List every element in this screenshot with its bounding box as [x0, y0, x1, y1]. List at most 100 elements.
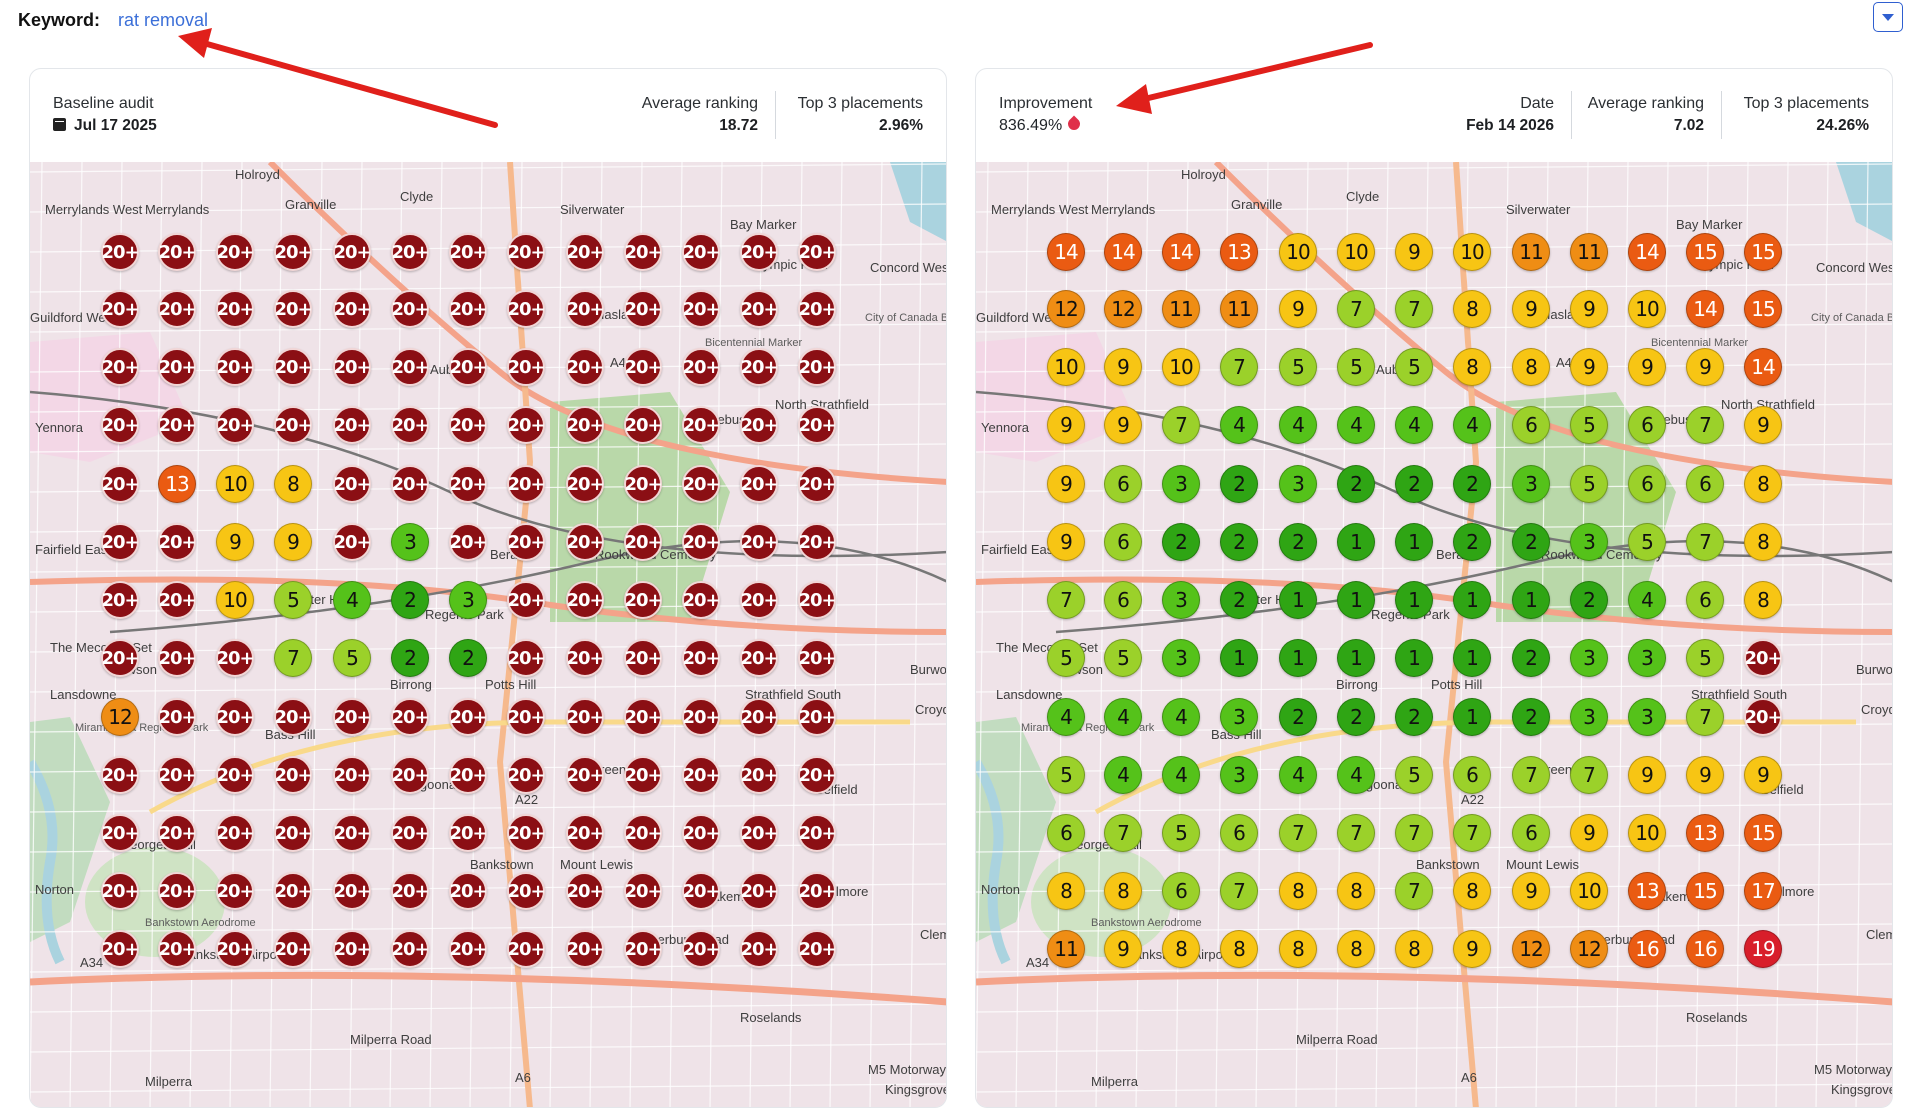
rank-pin[interactable]: 20+: [507, 872, 546, 910]
rank-pin[interactable]: 20+: [682, 872, 721, 910]
rank-pin[interactable]: 6: [1628, 406, 1666, 444]
rank-pin[interactable]: 20+: [391, 814, 430, 852]
rank-pin[interactable]: 20+: [682, 348, 721, 386]
rank-pin[interactable]: 2: [391, 581, 429, 619]
rank-pin[interactable]: 20+: [101, 348, 140, 386]
rank-pin[interactable]: 2: [1453, 465, 1491, 503]
rank-pin[interactable]: 20+: [682, 756, 721, 794]
rank-pin[interactable]: 20+: [449, 756, 488, 794]
rank-pin[interactable]: 7: [1337, 290, 1375, 328]
rank-pin[interactable]: 7: [1570, 756, 1608, 794]
rank-pin[interactable]: 20+: [507, 290, 546, 328]
rank-pin[interactable]: 5: [1570, 465, 1608, 503]
rank-pin[interactable]: 4: [333, 581, 371, 619]
rank-pin[interactable]: 20+: [391, 698, 430, 736]
rank-pin[interactable]: 20+: [274, 756, 313, 794]
rank-pin[interactable]: 20+: [101, 814, 140, 852]
rank-pin[interactable]: 20+: [740, 698, 779, 736]
rank-pin[interactable]: 20+: [216, 698, 255, 736]
rank-pin[interactable]: 1: [1512, 581, 1550, 619]
rank-pin[interactable]: 1: [1395, 639, 1433, 677]
rank-pin[interactable]: 2: [1395, 698, 1433, 736]
rank-pin[interactable]: 4: [1279, 756, 1317, 794]
rank-pin[interactable]: 1: [1395, 523, 1433, 561]
rank-pin[interactable]: 20+: [624, 930, 663, 968]
rank-pin[interactable]: 20+: [566, 698, 605, 736]
rank-pin[interactable]: 2: [1220, 465, 1258, 503]
rank-pin[interactable]: 9: [1047, 523, 1085, 561]
rank-pin[interactable]: 4: [1337, 756, 1375, 794]
rank-pin[interactable]: 20+: [216, 814, 255, 852]
rank-pin[interactable]: 20+: [507, 639, 546, 677]
rank-pin[interactable]: 1: [1395, 581, 1433, 619]
rank-pin[interactable]: 20+: [158, 639, 197, 677]
rank-pin[interactable]: 20+: [158, 698, 197, 736]
rank-pin[interactable]: 7: [1220, 872, 1258, 910]
rank-pin[interactable]: 4: [1162, 698, 1200, 736]
rank-pin[interactable]: 20+: [449, 698, 488, 736]
rank-pin[interactable]: 10: [1628, 290, 1666, 328]
rank-pin[interactable]: 20+: [507, 814, 546, 852]
rank-pin[interactable]: 7: [1047, 581, 1085, 619]
rank-pin[interactable]: 7: [1395, 872, 1433, 910]
rank-pin[interactable]: 3: [1162, 581, 1200, 619]
rank-pin[interactable]: 20+: [391, 756, 430, 794]
rank-pin[interactable]: 20+: [333, 872, 372, 910]
rank-pin[interactable]: 5: [1686, 639, 1724, 677]
keyword-value-link[interactable]: rat removal: [118, 9, 209, 30]
rank-pin[interactable]: 8: [274, 465, 312, 503]
rank-pin[interactable]: 6: [1047, 814, 1085, 852]
rank-pin[interactable]: 15: [1744, 290, 1782, 328]
rank-pin[interactable]: 20+: [274, 930, 313, 968]
rank-pin[interactable]: 7: [1453, 814, 1491, 852]
rank-pin[interactable]: 9: [274, 523, 312, 561]
rank-pin[interactable]: 6: [1104, 523, 1142, 561]
rank-pin[interactable]: 3: [1162, 465, 1200, 503]
rank-pin[interactable]: 2: [1395, 465, 1433, 503]
rank-pin[interactable]: 20+: [449, 233, 488, 271]
rank-pin[interactable]: 20+: [740, 290, 779, 328]
rank-pin[interactable]: 20+: [449, 348, 488, 386]
rank-pin[interactable]: 9: [216, 523, 254, 561]
rank-pin[interactable]: 3: [1570, 523, 1608, 561]
rank-pin[interactable]: 4: [1279, 406, 1317, 444]
rank-pin[interactable]: 13: [1628, 872, 1666, 910]
rank-pin[interactable]: 20+: [1744, 698, 1783, 736]
rank-pin[interactable]: 2: [1220, 523, 1258, 561]
rank-pin[interactable]: 20+: [333, 756, 372, 794]
rank-pin[interactable]: 20+: [566, 406, 605, 444]
rank-pin[interactable]: 20+: [624, 872, 663, 910]
rank-pin[interactable]: 5: [1162, 814, 1200, 852]
rank-pin[interactable]: 5: [1570, 406, 1608, 444]
rank-pin[interactable]: 12: [1047, 290, 1085, 328]
rank-pin[interactable]: 5: [1395, 348, 1433, 386]
rank-pin[interactable]: 5: [1279, 348, 1317, 386]
rank-pin[interactable]: 3: [1279, 465, 1317, 503]
rank-pin[interactable]: 15: [1744, 233, 1782, 271]
rank-pin[interactable]: 20+: [798, 348, 837, 386]
rank-pin[interactable]: 20+: [740, 406, 779, 444]
rank-pin[interactable]: 12: [1570, 930, 1608, 968]
rank-pin[interactable]: 2: [1279, 698, 1317, 736]
rank-pin[interactable]: 20+: [391, 872, 430, 910]
rank-pin[interactable]: 20+: [566, 814, 605, 852]
rank-pin[interactable]: 20+: [391, 233, 430, 271]
rank-pin[interactable]: 20+: [740, 523, 779, 561]
rank-pin[interactable]: 20+: [216, 348, 255, 386]
rank-pin[interactable]: 8: [1453, 872, 1491, 910]
rank-pin[interactable]: 20+: [507, 930, 546, 968]
rank-pin[interactable]: 4: [1220, 406, 1258, 444]
rank-pin[interactable]: 20+: [216, 756, 255, 794]
rank-pin[interactable]: 20+: [798, 814, 837, 852]
rank-pin[interactable]: 20+: [158, 523, 197, 561]
rank-pin[interactable]: 6: [1104, 581, 1142, 619]
rank-pin[interactable]: 4: [1337, 406, 1375, 444]
rank-pin[interactable]: 20+: [740, 348, 779, 386]
rank-pin[interactable]: 12: [1104, 290, 1142, 328]
rank-pin[interactable]: 20+: [333, 814, 372, 852]
rank-pin[interactable]: 20+: [101, 872, 140, 910]
rank-pin[interactable]: 20+: [507, 756, 546, 794]
rank-pin[interactable]: 6: [1628, 465, 1666, 503]
rank-pin[interactable]: 7: [274, 639, 312, 677]
rank-pin[interactable]: 20+: [682, 639, 721, 677]
